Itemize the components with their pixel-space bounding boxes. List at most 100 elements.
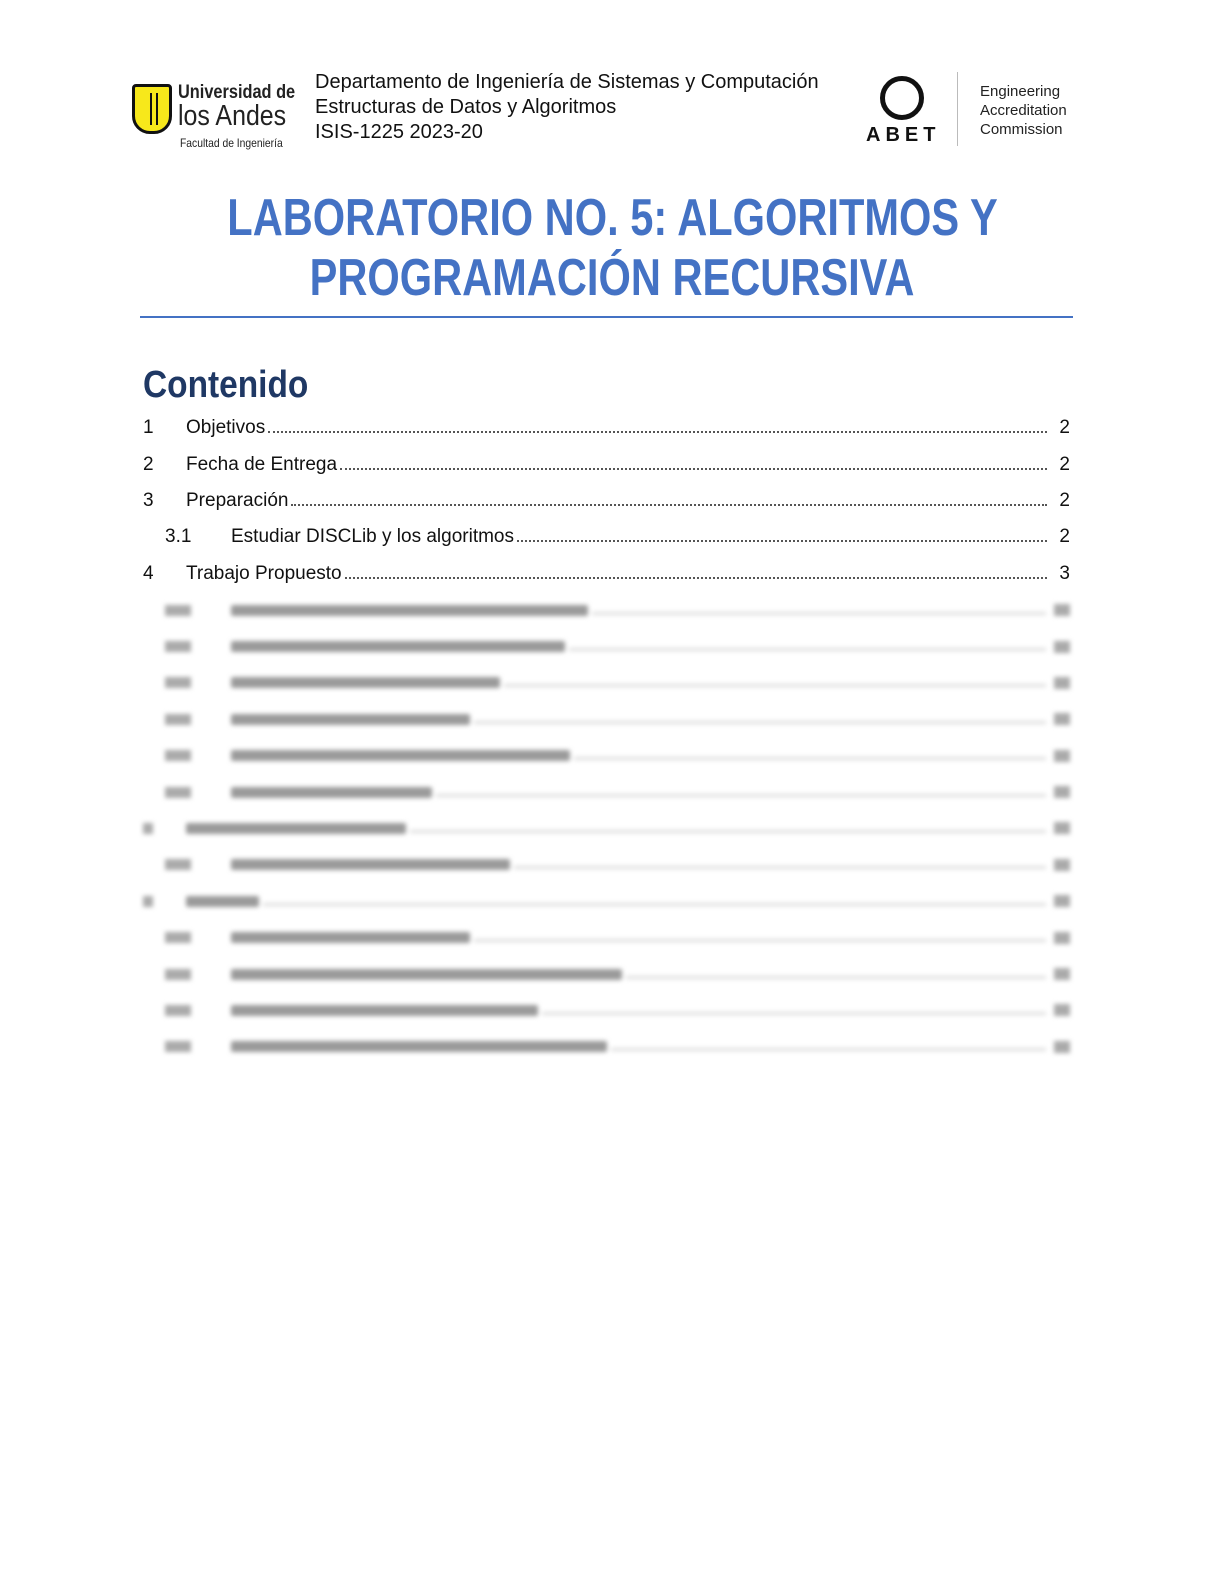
dot-leader	[574, 757, 1046, 761]
dot-leader	[268, 431, 1047, 434]
toc-entry[interactable]: 2 Fecha de Entrega 2	[143, 446, 1070, 482]
divider	[957, 72, 958, 146]
toc-entry-blurred	[143, 592, 1070, 628]
blurred-page	[1054, 822, 1070, 835]
department: Departamento de Ingeniería de Sistemas y…	[315, 71, 819, 93]
document-header: Departamento de Ingeniería de Sistemas y…	[315, 70, 819, 145]
dot-leader	[626, 975, 1046, 979]
dot-leader	[263, 902, 1046, 906]
dot-leader	[344, 576, 1047, 579]
dot-leader	[474, 939, 1046, 943]
blurred-label	[231, 786, 432, 798]
toc-page: 3	[1059, 562, 1070, 584]
blurred-page	[1054, 858, 1070, 871]
logo-text: Facultad de Ingeniería	[180, 136, 283, 150]
toc-label[interactable]: Estudiar DISCLib y los algoritmos	[231, 526, 514, 548]
blurred-number	[165, 859, 191, 871]
toc-label[interactable]: Fecha de Entrega	[186, 453, 338, 475]
title-rule	[140, 316, 1073, 318]
blurred-number	[165, 750, 191, 762]
blurred-label	[231, 750, 570, 762]
toc-entry[interactable]: 1 Objetivos 2	[143, 410, 1070, 446]
toc-entry-blurred	[143, 774, 1070, 810]
logo-text: los Andes	[178, 100, 287, 132]
dot-leader	[291, 503, 1047, 506]
abet-ring-icon	[880, 76, 924, 120]
blurred-label	[186, 822, 406, 834]
toc-page: 2	[1059, 526, 1070, 548]
dot-leader	[592, 611, 1046, 615]
blurred-label	[231, 859, 510, 871]
dot-leader	[569, 648, 1046, 652]
abet-commission: Engineering Accreditation Commission	[980, 82, 1067, 139]
abet-line: Commission	[980, 121, 1063, 138]
toc-label[interactable]: Objetivos	[186, 417, 266, 439]
toc-entry-blurred	[143, 738, 1070, 774]
blurred-label	[231, 1041, 607, 1053]
toc-number: 4	[143, 562, 154, 584]
blurred-number	[165, 604, 191, 616]
blurred-page	[1054, 968, 1070, 981]
toc-page: 2	[1059, 453, 1070, 475]
toc-entry-blurred	[143, 883, 1070, 919]
blurred-number	[165, 677, 191, 689]
toc-label[interactable]: Preparación	[186, 489, 289, 511]
toc-entry-blurred	[143, 956, 1070, 992]
dot-leader	[542, 1011, 1046, 1015]
toc-entry-blurred	[143, 665, 1070, 701]
toc-page: 2	[1059, 489, 1070, 511]
toc-number: 3.1	[165, 526, 192, 548]
blurred-number	[165, 641, 191, 653]
toc-entry[interactable]: 3.1 Estudiar DISCLib y los algoritmos 2	[143, 519, 1070, 555]
toc-number: 3	[143, 489, 154, 511]
toc-entry-blurred	[143, 992, 1070, 1028]
abet-line: Engineering	[980, 83, 1061, 100]
toc-page: 2	[1059, 417, 1070, 439]
toc-entry-blurred	[143, 810, 1070, 846]
blurred-label	[186, 895, 259, 907]
toc-entry[interactable]: 4 Trabajo Propuesto 3	[143, 556, 1070, 592]
blurred-label	[231, 677, 500, 689]
blurred-number	[143, 895, 153, 907]
universidad-de-los-andes-logo: Universidad de los Andes Facultad de Ing…	[132, 82, 302, 154]
dot-leader	[474, 720, 1046, 724]
blurred-page	[1054, 931, 1070, 944]
toc-entry-blurred	[143, 1029, 1070, 1065]
blurred-page	[1054, 640, 1070, 653]
toc-entry[interactable]: 3 Preparación 2	[143, 483, 1070, 519]
toc-number: 2	[143, 453, 154, 475]
dot-leader	[611, 1048, 1046, 1052]
dot-leader	[517, 540, 1047, 543]
dot-leader	[504, 684, 1046, 688]
abet-logo-text: ABET	[866, 124, 941, 146]
course-code: ISIS-1225 2023-20	[315, 121, 483, 143]
blurred-number	[143, 822, 153, 834]
dot-leader	[410, 829, 1046, 833]
blurred-page	[1054, 786, 1070, 799]
blurred-number	[165, 713, 191, 725]
logo-text: Universidad de	[178, 82, 296, 103]
blurred-label	[231, 604, 588, 616]
blurred-label	[231, 713, 470, 725]
blurred-number	[165, 786, 191, 798]
abet-line: Accreditation	[980, 102, 1067, 119]
title-line: LABORATORIO NO. 5: ALGORITMOS Y	[226, 189, 998, 247]
toc-entry-blurred	[143, 701, 1070, 737]
toc-entry-blurred	[143, 847, 1070, 883]
toc-entry-blurred	[143, 919, 1070, 955]
blurred-number	[165, 932, 191, 944]
dot-leader	[340, 467, 1047, 470]
blurred-page	[1054, 749, 1070, 762]
blurred-label	[231, 641, 565, 653]
dot-leader	[436, 793, 1046, 797]
blurred-number	[165, 1041, 191, 1053]
blurred-page	[1054, 895, 1070, 908]
blurred-page	[1054, 1040, 1070, 1053]
blurred-page	[1054, 1004, 1070, 1017]
blurred-label	[231, 1004, 538, 1016]
toc-label[interactable]: Trabajo Propuesto	[186, 562, 342, 584]
dot-leader	[514, 866, 1046, 870]
document-title: LABORATORIO NO. 5: ALGORITMOS Y PROGRAMA…	[0, 188, 1224, 308]
toc-heading: Contenido	[143, 364, 309, 406]
